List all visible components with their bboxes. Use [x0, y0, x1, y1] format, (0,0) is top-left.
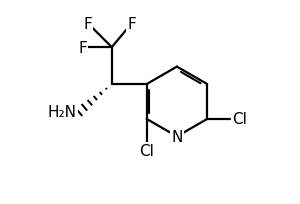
Text: F: F [79, 40, 87, 55]
Text: F: F [83, 17, 92, 32]
Text: F: F [128, 17, 136, 32]
Text: Cl: Cl [232, 112, 247, 127]
Text: N: N [171, 129, 183, 144]
Text: H₂N: H₂N [48, 105, 77, 120]
Text: Cl: Cl [139, 143, 154, 158]
